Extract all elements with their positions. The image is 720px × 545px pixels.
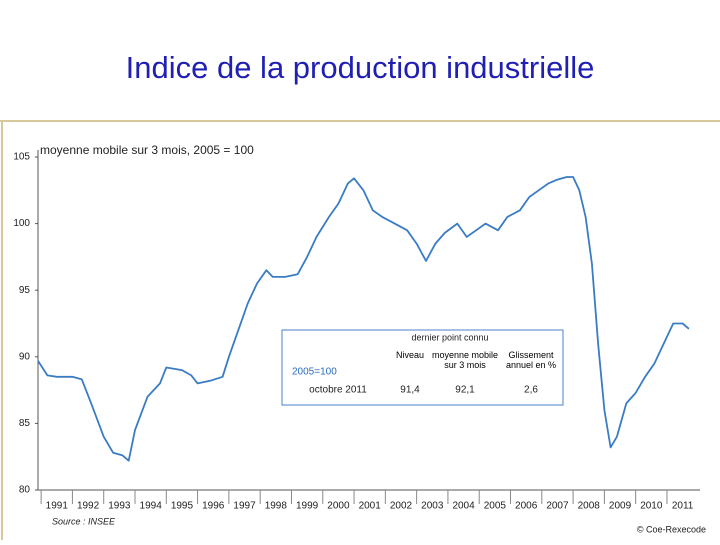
x-tick-label: 2010 xyxy=(640,501,663,512)
x-tick-label: 2005 xyxy=(484,501,507,512)
x-tick-label: 2000 xyxy=(327,501,350,512)
y-tick-label: 95 xyxy=(19,285,31,296)
slide-title: Indice de la production industrielle xyxy=(126,50,595,85)
x-tick-label: 2007 xyxy=(546,501,569,512)
x-tick-label: 1995 xyxy=(171,501,194,512)
inset-cell: 92,1 xyxy=(455,385,475,396)
x-tick-label: 1993 xyxy=(108,501,131,512)
inset-heading: dernier point connu xyxy=(411,332,488,342)
y-tick-label: 90 xyxy=(19,351,31,362)
y-tick-label: 85 xyxy=(19,418,31,429)
x-tick-label: 1991 xyxy=(46,501,69,512)
inset-cell: 91,4 xyxy=(400,385,420,396)
inset-cell: 2,6 xyxy=(524,385,538,396)
x-tick-label: 1994 xyxy=(140,501,163,512)
y-tick-label: 80 xyxy=(19,485,31,496)
series-line xyxy=(37,176,690,462)
x-tick-label: 1996 xyxy=(202,501,225,512)
inset-cell: octobre 2011 xyxy=(309,385,367,396)
x-tick-label: 2001 xyxy=(359,501,382,512)
x-tick-label: 2002 xyxy=(390,501,413,512)
y-tick-label: 105 xyxy=(13,152,30,163)
x-tick-label: 1999 xyxy=(296,501,319,512)
source: Source : INSEE xyxy=(52,516,116,526)
inset-col: Glissement annuel en % xyxy=(505,350,557,370)
x-tick-label: 1998 xyxy=(265,501,288,512)
col-label: Niveau xyxy=(395,350,424,360)
col-label: Glissement annuel en % xyxy=(505,350,557,370)
credit: © Coe-Rexecode xyxy=(637,524,706,534)
x-tick-label: 2008 xyxy=(578,501,601,512)
x-tick-label: 2003 xyxy=(421,501,444,512)
x-tick-label: 2009 xyxy=(609,501,632,512)
x-tick-label: 1992 xyxy=(77,501,100,512)
inset-base: 2005=100 xyxy=(292,367,337,378)
y-tick-label: 100 xyxy=(13,218,30,229)
x-tick-label: 1997 xyxy=(233,501,256,512)
col-label: moyenne mobile sur 3 mois xyxy=(431,350,499,370)
inset-table: dernier point connu 2005=100 Niveau moye… xyxy=(281,329,564,406)
inset-frame xyxy=(281,329,564,406)
x-tick-label: 2011 xyxy=(672,501,694,512)
x-tick-label: 2004 xyxy=(452,501,475,512)
inset-col: moyenne mobile sur 3 mois xyxy=(431,350,499,370)
inset-col: Niveau xyxy=(395,350,424,360)
chart-subtitle: moyenne mobile sur 3 mois, 2005 = 100 xyxy=(40,143,254,157)
x-tick-label: 2006 xyxy=(515,501,538,512)
